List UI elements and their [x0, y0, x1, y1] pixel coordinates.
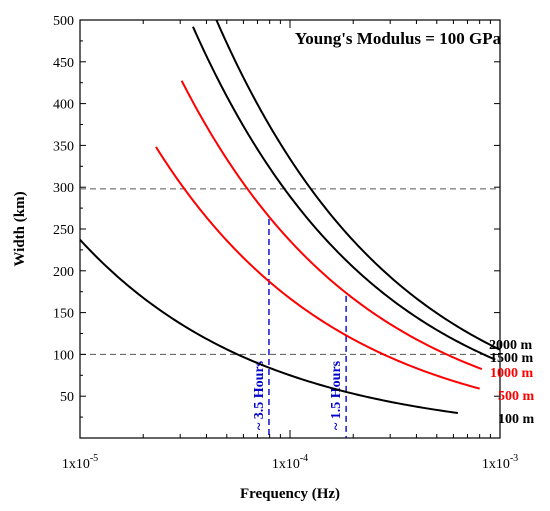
y-tick-label: 450	[53, 56, 74, 71]
y-axis-label: Width (km)	[12, 191, 28, 266]
y-tick-label: 300	[53, 181, 74, 196]
series-label: 2000 m	[489, 338, 533, 353]
y-tick-label: 400	[53, 98, 74, 113]
series-lines	[79, 19, 501, 415]
series-line	[215, 19, 501, 351]
series-label: 500 m	[498, 389, 535, 404]
y-tick-label: 350	[53, 139, 74, 154]
series-line	[79, 239, 458, 415]
series-label: 1500 m	[490, 351, 534, 366]
series-label: 100 m	[498, 412, 535, 427]
y-tick-label: 200	[53, 265, 74, 280]
series-line	[180, 80, 483, 371]
series-line	[192, 26, 496, 361]
x-tick-label: 1x10-5	[62, 453, 98, 472]
y-tick-label: 100	[53, 348, 74, 363]
y-tick-label: 250	[53, 223, 74, 238]
chart-title: Young's Modulus = 100 GPa	[295, 29, 502, 48]
reference-lines: ~ 3.5 Hours ~ 1.5 Hours	[80, 188, 500, 438]
y-tick-label: 500	[53, 14, 74, 29]
y-tick-label: 50	[60, 390, 74, 405]
y-tick-label: 150	[53, 307, 74, 322]
series-line	[155, 146, 480, 390]
series-label: 1000 m	[490, 366, 534, 381]
x-axis-label: Frequency (Hz)	[240, 486, 340, 502]
period-annotation: ~ 3.5 Hours	[252, 360, 267, 430]
x-tick-label: 1x10-3	[482, 453, 518, 472]
period-annotation: ~ 1.5 Hours	[329, 360, 344, 430]
axes: 50 100 150 200 250 300 350 400 450 500 1x10-5 1x10-…	[53, 14, 518, 472]
x-tick-label: 1x10-4	[272, 453, 308, 472]
